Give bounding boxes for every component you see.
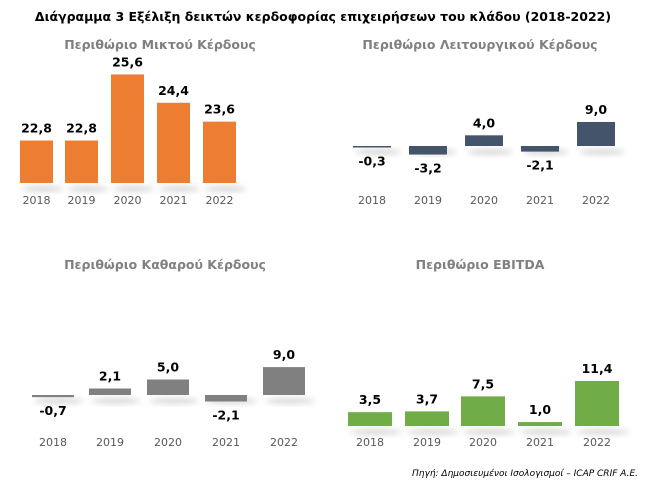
bar-2021 — [157, 102, 190, 183]
source-note: Πηγή: Δημοσιευμένοι Ισολογισμοί – ICAP C… — [412, 468, 638, 479]
main-title: Διάγραμμα 3 Εξέλιξη δεικτών κερδοφορίας … — [35, 9, 611, 24]
data-label: -2,1 — [526, 158, 553, 173]
bar-shadow — [350, 429, 402, 435]
bar-2022 — [575, 380, 619, 426]
bar-2019 — [89, 388, 131, 395]
bar-2020 — [461, 396, 505, 426]
x-tick-label: 2018 — [356, 436, 384, 449]
data-label: 23,6 — [204, 102, 235, 117]
x-tick-label: 2018 — [39, 436, 67, 449]
x-tick-label: 2018 — [23, 194, 51, 207]
data-label: 7,5 — [472, 376, 494, 391]
bar-shadow — [577, 429, 629, 435]
x-tick-label: 2022 — [270, 436, 298, 449]
chart-panel-1: Περιθώριο Μικτού Κέρδους 22,8 2018 22,8 2019… — [20, 37, 256, 207]
x-tick-label: 2021 — [160, 194, 188, 207]
bar-2022 — [263, 367, 305, 395]
bar-2019 — [405, 411, 449, 426]
data-label: 22,8 — [66, 121, 97, 136]
data-label: 4,0 — [473, 115, 495, 130]
bar-shadow — [467, 149, 513, 155]
bar-2019 — [409, 146, 447, 155]
x-tick-label: 2020 — [470, 194, 498, 207]
bar-2018 — [353, 146, 391, 148]
x-tick-label: 2019 — [68, 194, 96, 207]
chart-panel-2: Περιθώριο Λειτουργικού Κέρδους -0,3 2018 -3… — [353, 37, 625, 207]
chart-title: Περιθώριο Καθαρού Κέρδους — [64, 257, 266, 272]
bar-shadow — [22, 186, 63, 192]
bar-shadow — [579, 149, 625, 155]
bar-shadow — [520, 429, 572, 435]
bar-2018 — [20, 140, 53, 183]
bar-2021 — [518, 422, 562, 426]
bar-shadow — [91, 398, 141, 404]
data-label: 24,4 — [158, 83, 189, 98]
x-tick-label: 2021 — [212, 436, 240, 449]
bar-2019 — [65, 140, 98, 183]
data-label: 2,1 — [99, 368, 121, 383]
bar-shadow — [113, 186, 154, 192]
bar-shadow — [265, 398, 315, 404]
data-label: 11,4 — [582, 361, 613, 376]
x-tick-label: 2020 — [114, 194, 142, 207]
bar-2020 — [147, 379, 189, 395]
chart-title: Περιθώριο EBITDA — [416, 257, 545, 272]
data-label: 5,0 — [157, 360, 179, 375]
bar-2022 — [203, 121, 236, 183]
bar-2021 — [205, 395, 247, 402]
x-tick-label: 2018 — [358, 194, 386, 207]
bar-2020 — [111, 74, 144, 183]
data-label: 3,5 — [359, 392, 381, 407]
chart-title: Περιθώριο Μικτού Κέρδους — [64, 37, 256, 52]
bar-shadow — [407, 429, 459, 435]
bar-2021 — [521, 146, 559, 152]
x-tick-label: 2021 — [526, 436, 554, 449]
data-label: 1,0 — [529, 402, 551, 417]
x-tick-label: 2019 — [413, 436, 441, 449]
bar-shadow — [34, 398, 84, 404]
data-label: -0,7 — [39, 403, 66, 418]
bar-shadow — [67, 186, 108, 192]
bar-shadow — [159, 186, 200, 192]
bar-shadow — [149, 398, 199, 404]
data-label: 25,6 — [112, 54, 143, 69]
data-label: -3,2 — [414, 161, 441, 176]
bar-shadow — [463, 429, 515, 435]
data-label: 3,7 — [416, 391, 438, 406]
x-tick-label: 2022 — [582, 194, 610, 207]
data-label: 9,0 — [585, 102, 607, 117]
x-tick-label: 2020 — [469, 436, 497, 449]
chart-title: Περιθώριο Λειτουργικού Κέρδους — [362, 37, 597, 52]
data-label: -0,3 — [358, 154, 385, 169]
x-tick-label: 2022 — [206, 194, 234, 207]
bar-shadow — [205, 186, 246, 192]
x-tick-label: 2022 — [583, 436, 611, 449]
x-tick-label: 2020 — [154, 436, 182, 449]
chart-panel-3: Περιθώριο Καθαρού Κέρδους -0,7 2018 2,1 2019… — [32, 257, 315, 449]
bar-2018 — [32, 395, 74, 398]
data-label: 22,8 — [21, 121, 52, 136]
x-tick-label: 2019 — [414, 194, 442, 207]
data-label: 9,0 — [273, 347, 295, 362]
bar-2020 — [465, 135, 503, 146]
bar-2018 — [348, 412, 392, 426]
data-label: -2,1 — [212, 408, 239, 423]
chart-panel-4: Περιθώριο EBITDA 3,5 2018 3,7 2019 7,5 2020 1,0… — [348, 257, 629, 449]
x-tick-label: 2019 — [96, 436, 124, 449]
bar-shadow — [355, 149, 401, 155]
bar-2022 — [577, 121, 615, 146]
x-tick-label: 2021 — [526, 194, 554, 207]
